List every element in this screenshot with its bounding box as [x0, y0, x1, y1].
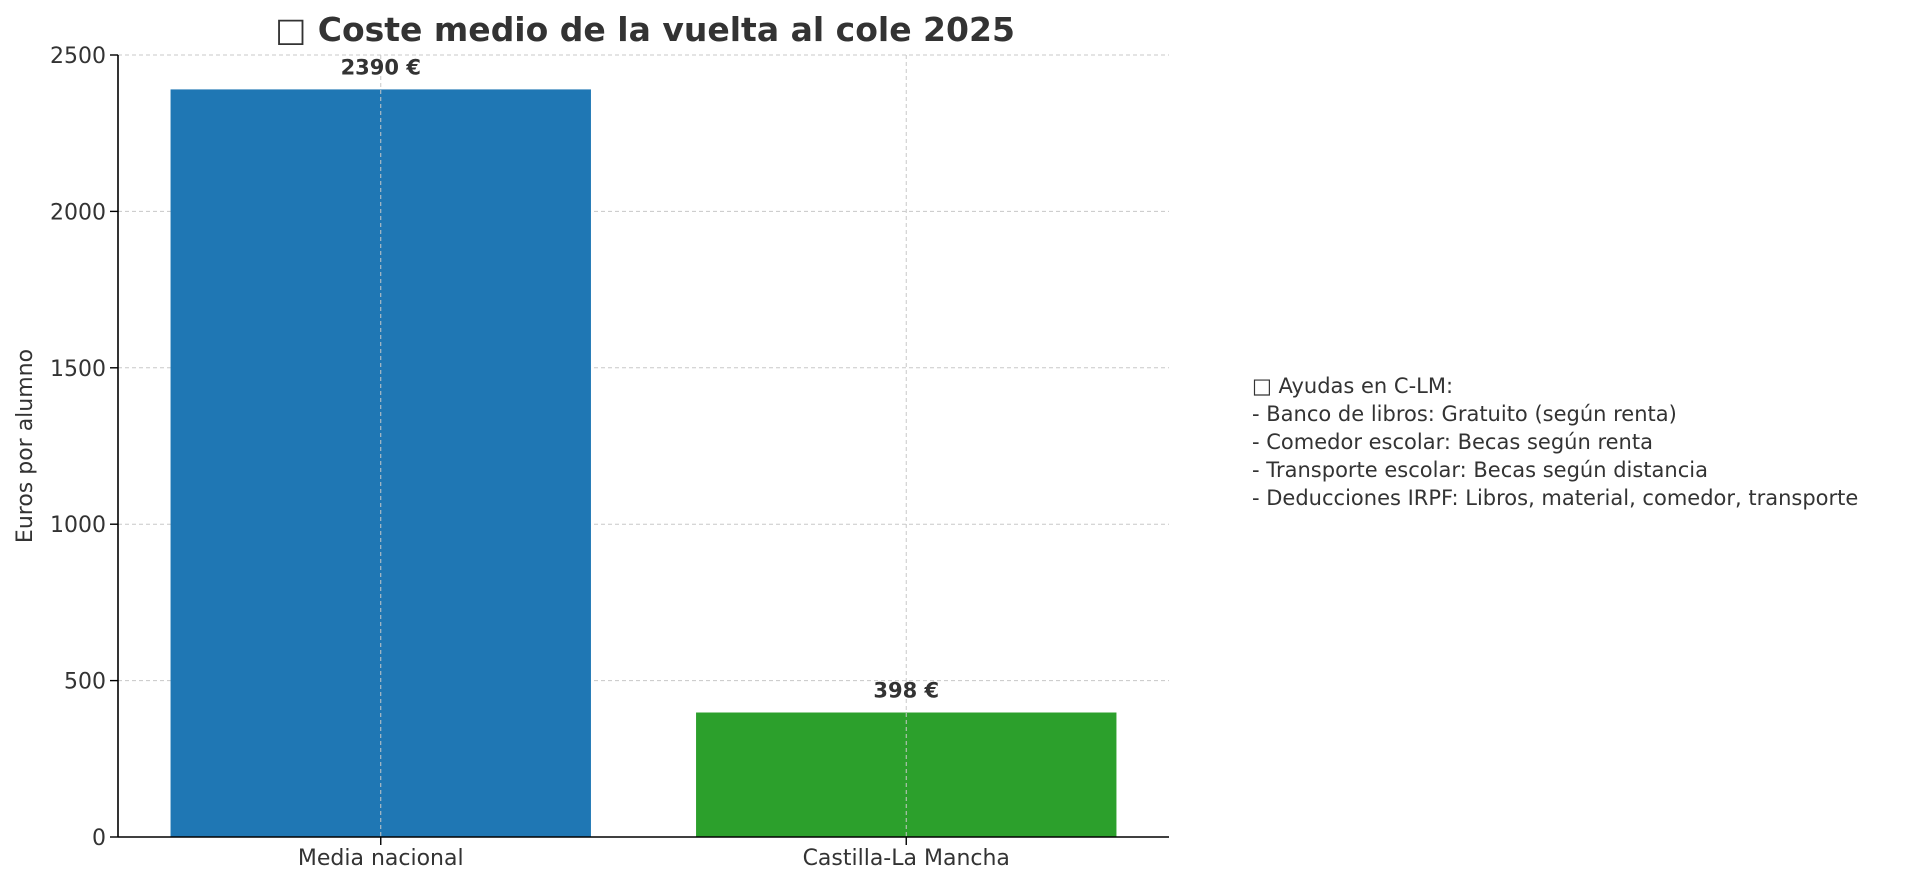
aid-item-books: - Banco de libros: Gratuito (según renta…: [1252, 402, 1677, 426]
axes: [117, 55, 1169, 838]
bar-value-label: 398 €: [873, 679, 939, 703]
vertical-grid-lines: [380, 55, 907, 837]
bars: [170, 89, 1117, 837]
aid-item-tax-deductions: - Deducciones IRPF: Libros, material, co…: [1252, 486, 1859, 510]
y-tick-label: 1000: [50, 513, 106, 538]
y-tick-label: 1500: [50, 357, 106, 382]
y-tick-label: 0: [92, 826, 106, 851]
y-tick-label: 2500: [50, 44, 106, 69]
y-tick-label: 500: [64, 670, 106, 695]
chart-title: □ Coste medio de la vuelta al cole 2025: [275, 10, 1015, 49]
bar-value-label: 2390 €: [341, 55, 421, 79]
x-tick-label: Castilla-La Mancha: [803, 846, 1010, 871]
y-axis-label: Euros por alumno: [13, 349, 38, 543]
aid-heading: □ Ayudas en C-LM:: [1252, 374, 1454, 398]
value-labels: 2390 € 398 €: [341, 55, 940, 702]
aid-item-canteen: - Comedor escolar: Becas según renta: [1252, 430, 1653, 454]
y-tick-label: 2000: [50, 200, 106, 225]
bar: [696, 712, 1117, 837]
ticks: 0 500 1000 1500 2000 2500 Media nacional Castil…: [50, 44, 1010, 871]
x-tick-label: Media nacional: [298, 846, 464, 871]
aid-item-transport: - Transporte escolar: Becas según distan…: [1252, 458, 1708, 482]
aid-annotation: □ Ayudas en C-LM: - Banco de libros: Gra…: [1252, 372, 1858, 512]
